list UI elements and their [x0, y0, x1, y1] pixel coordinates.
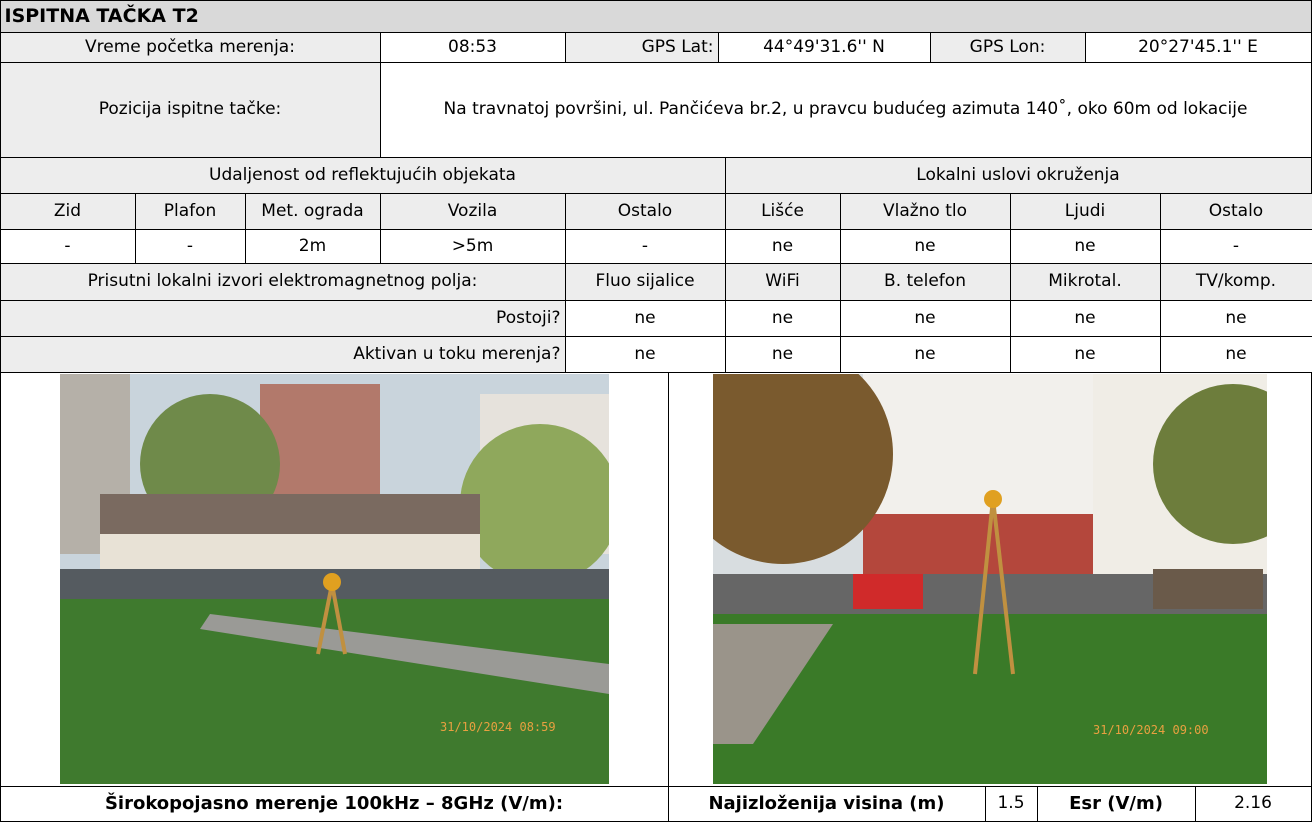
value: ne [839, 335, 1011, 373]
value: ne [1159, 299, 1312, 337]
value: Na travnatoj površini, ul. Pančićeva br.… [379, 61, 1312, 158]
value: ne [1009, 228, 1161, 264]
value: - [1159, 228, 1312, 264]
value: 08:53 [379, 31, 566, 63]
column-header: Lišće [724, 192, 841, 230]
column-header: Fluo sijalice [564, 262, 726, 301]
photo: 31/10/2024 09:00 [712, 374, 1267, 784]
value: ne [839, 299, 1011, 337]
photo-timestamp: 31/10/2024 09:00 [1093, 723, 1209, 737]
column-header: Ostalo [1159, 192, 1312, 230]
value: ne [1009, 299, 1161, 337]
value: 44°49'31.6'' N [717, 31, 931, 63]
value: 1.5 [984, 785, 1038, 822]
label: GPS Lat: [564, 31, 719, 63]
value: ne [724, 299, 841, 337]
value: - [0, 228, 136, 264]
label: Aktivan u toku merenja? [0, 335, 566, 373]
column-header: Vozila [379, 192, 566, 230]
column-header: Ljudi [1009, 192, 1161, 230]
photo-timestamp: 31/10/2024 08:59 [440, 720, 556, 734]
value: >5m [379, 228, 566, 264]
label: Najizloženija visina (m) [667, 785, 986, 822]
label: Esr (V/m) [1036, 785, 1196, 822]
column-header: B. telefon [839, 262, 1011, 301]
title: ISPITNA TAČKA T2 [0, 0, 1312, 33]
value: ne [724, 228, 841, 264]
photo-cell: 31/10/2024 09:00 [667, 371, 1312, 787]
value: ne [1009, 335, 1161, 373]
column-header: Met. ograda [244, 192, 381, 230]
value: ne [1159, 335, 1312, 373]
value: ne [564, 299, 726, 337]
label: GPS Lon: [929, 31, 1086, 63]
label: Širokopojasno merenje 100kHz – 8GHz (V/m… [0, 785, 669, 822]
section-title: Lokalni uslovi okruženja [724, 156, 1312, 194]
value: - [564, 228, 726, 264]
column-header: Vlažno tlo [839, 192, 1011, 230]
value: - [134, 228, 246, 264]
label: Pozicija ispitne tačke: [0, 61, 381, 158]
value: 2m [244, 228, 381, 264]
value: 2.16 [1194, 785, 1312, 822]
value: 20°27'45.1'' E [1084, 31, 1312, 63]
column-header: Zid [0, 192, 136, 230]
column-header: Ostalo [564, 192, 726, 230]
column-header: Plafon [134, 192, 246, 230]
value: ne [724, 335, 841, 373]
label: Postoji? [0, 299, 566, 337]
photo: 31/10/2024 08:59 [59, 374, 609, 784]
photo-cell: 31/10/2024 08:59 [0, 371, 669, 787]
column-header: TV/komp. [1159, 262, 1312, 301]
value: ne [564, 335, 726, 373]
section-title: Udaljenost od reflektujućih objekata [0, 156, 726, 194]
section-title: Prisutni lokalni izvori elektromagnetnog… [0, 262, 566, 301]
value: ne [839, 228, 1011, 264]
label: Vreme početka merenja: [0, 31, 381, 63]
column-header: Mikrotal. [1009, 262, 1161, 301]
column-header: WiFi [724, 262, 841, 301]
